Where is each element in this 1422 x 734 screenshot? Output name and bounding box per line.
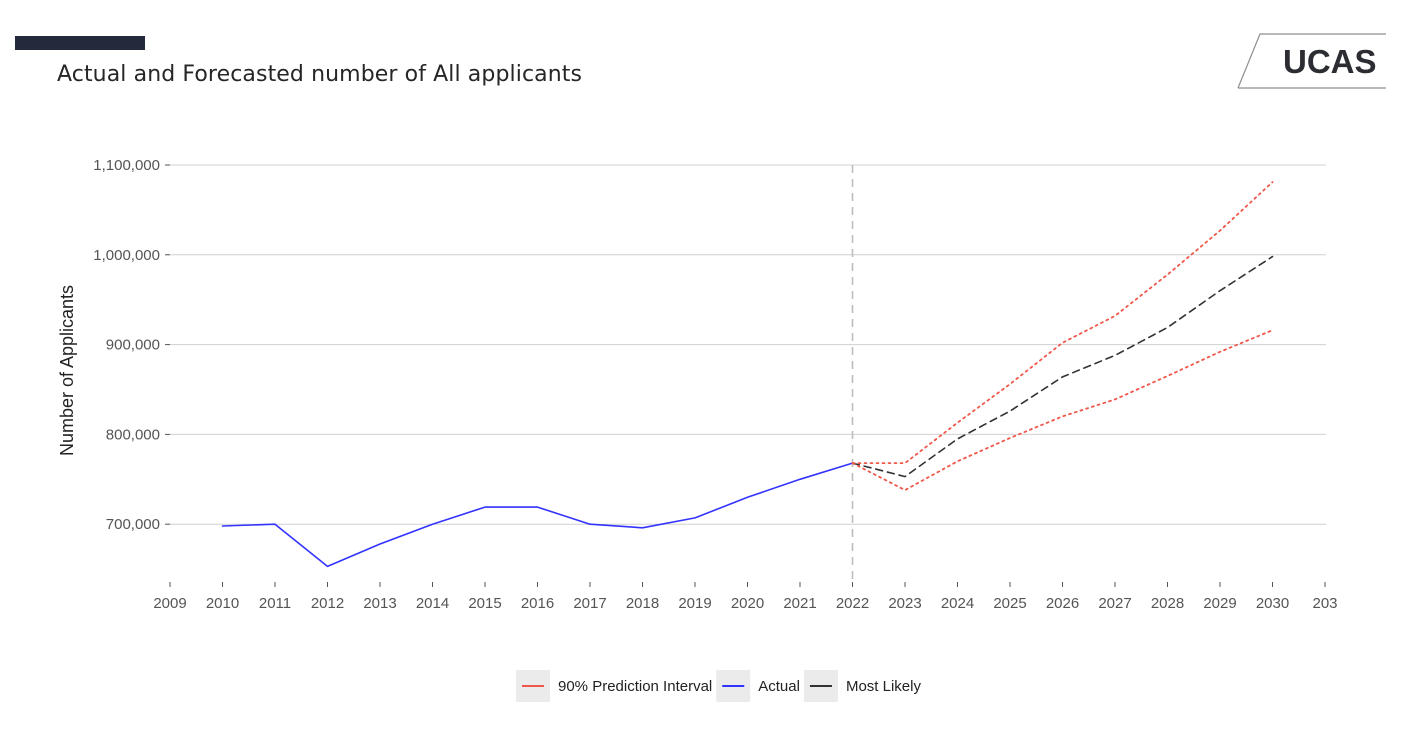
x-tick-label: 2020 [731,595,764,612]
grid-lines [170,164,1326,582]
x-tick-label: 2010 [206,595,239,612]
legend-item: Actual [716,670,800,702]
series-line-90-prediction-interval-upper [851,181,1274,464]
x-tick-label: 2013 [363,595,396,612]
x-tick-label: 2018 [626,595,659,612]
legend-label: 90% Prediction Interval [558,678,712,695]
x-tick-label: 2026 [1046,595,1079,612]
series-lines [221,181,1274,568]
x-tick-label: 2025 [993,595,1026,612]
x-tick-label: 2021 [783,595,816,612]
x-tick-label: 203 [1312,595,1337,612]
x-tick-label: 2027 [1098,595,1131,612]
x-tick-label: 2014 [416,595,449,612]
series-line-most-likely [851,255,1274,478]
x-tick-label: 2012 [311,595,344,612]
series-line-actual [221,462,854,568]
header-accent-bar [15,36,145,50]
x-tick-label: 2028 [1151,595,1184,612]
x-tick-label: 2029 [1203,595,1236,612]
y-axis-label: Number of Applicants [57,285,77,456]
logo-text: UCAS [1283,43,1377,80]
x-tick-label: 2022 [836,595,869,612]
legend-item: Most Likely [803,670,922,702]
y-tick-label: 1,100,000 [93,157,160,174]
series-line-90-prediction-interval-lower [851,329,1274,491]
x-tick-label: 2016 [521,595,554,612]
chart-legend: 90% Prediction Interval Actual Most Likely [516,670,921,702]
x-tick-label: 2017 [573,595,606,612]
x-tick-label: 2009 [153,595,186,612]
y-tick-label: 1,000,000 [93,247,160,264]
x-axis: 2009 2010 2011 2012 2013 2014 2015 2016 2017 2018… [153,582,1338,612]
page-title: Actual and Forecasted number of All appl… [57,62,583,87]
x-tick-label: 2019 [678,595,711,612]
y-tick-label: 700,000 [106,516,160,533]
legend-label: Actual [758,678,800,695]
y-axis: 700,000 800,000 900,000 1,000,000 1,100,000 N… [57,157,170,533]
x-tick-label: 2015 [468,595,501,612]
legend-item: 90% Prediction Interval [516,670,712,702]
x-tick-label: 2030 [1256,595,1289,612]
x-tick-label: 2023 [888,595,921,612]
y-tick-label: 900,000 [106,337,160,354]
legend-label: Most Likely [846,678,922,695]
x-tick-label: 2011 [259,595,291,612]
x-tick-label: 2024 [941,595,974,612]
y-tick-label: 800,000 [106,426,160,443]
ucas-logo: UCAS [1237,33,1386,89]
